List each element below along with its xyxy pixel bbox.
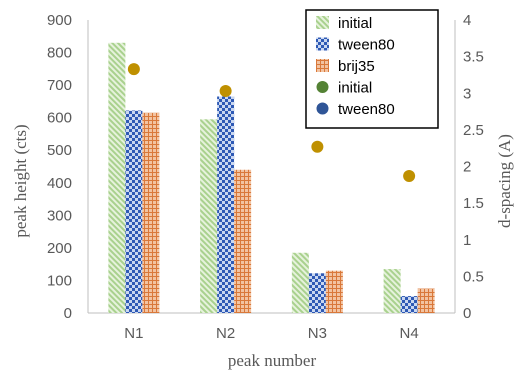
y-tick-label: 900: [47, 12, 72, 29]
legend-swatch: [316, 37, 329, 51]
y2-tick-label: 3: [463, 85, 471, 102]
bar: [200, 119, 218, 314]
bar: [108, 42, 126, 314]
x-axis-title: peak number: [228, 351, 317, 370]
y2-tick-label: 4: [463, 12, 471, 29]
y-tick-label: 400: [47, 175, 72, 192]
legend-marker: [316, 102, 329, 115]
bar: [217, 96, 235, 313]
legend-swatch: [316, 16, 329, 29]
scatter-point: [219, 85, 232, 98]
bar: [400, 296, 418, 313]
bar: [308, 273, 326, 313]
y2-tick-label: 1: [463, 232, 471, 249]
bar: [234, 169, 252, 313]
y2-axis-title: d-spacing (A): [495, 134, 514, 228]
y-tick-label: 300: [47, 207, 72, 224]
legend-swatch: [316, 59, 329, 72]
y-tick-label: 600: [47, 110, 72, 127]
bar: [325, 270, 343, 313]
legend-label: brij35: [338, 58, 375, 75]
legend-label: tween80: [338, 101, 395, 118]
bar: [383, 269, 401, 313]
y-tick-label: 100: [47, 272, 72, 289]
scatter-point: [311, 140, 324, 153]
y2-tick-label: 2.5: [463, 122, 484, 139]
scatter-point: [127, 63, 140, 76]
y2-tick-label: 1.5: [463, 195, 484, 212]
bar: [142, 112, 160, 314]
y-tick-label: 0: [64, 305, 72, 322]
y2-tick-label: 3.5: [463, 49, 484, 66]
y2-tick-label: 2: [463, 159, 471, 176]
legend-label: initial: [338, 15, 372, 32]
legend-label: initial: [338, 80, 372, 97]
legend-label: tween80: [338, 37, 395, 54]
bar: [125, 110, 143, 313]
legend-marker: [316, 81, 329, 93]
legend: initial tween80 brij35 initial tween80: [305, 9, 439, 129]
x-tick-label: N1: [124, 325, 143, 342]
y-tick-label: 700: [47, 77, 72, 94]
y2-tick-label: 0.5: [463, 268, 484, 285]
scatter-point: [403, 170, 416, 183]
y-axis-title: peak height (cts): [11, 124, 30, 237]
x-tick-label: N4: [400, 325, 419, 342]
bar: [291, 252, 309, 313]
y-tick-label: 800: [47, 45, 72, 62]
y-tick-label: 500: [47, 142, 72, 159]
bar: [417, 288, 435, 313]
y2-tick-label: 0: [463, 305, 471, 322]
x-tick-label: N3: [308, 325, 327, 342]
y-tick-label: 200: [47, 240, 72, 257]
x-tick-label: N2: [216, 325, 235, 342]
